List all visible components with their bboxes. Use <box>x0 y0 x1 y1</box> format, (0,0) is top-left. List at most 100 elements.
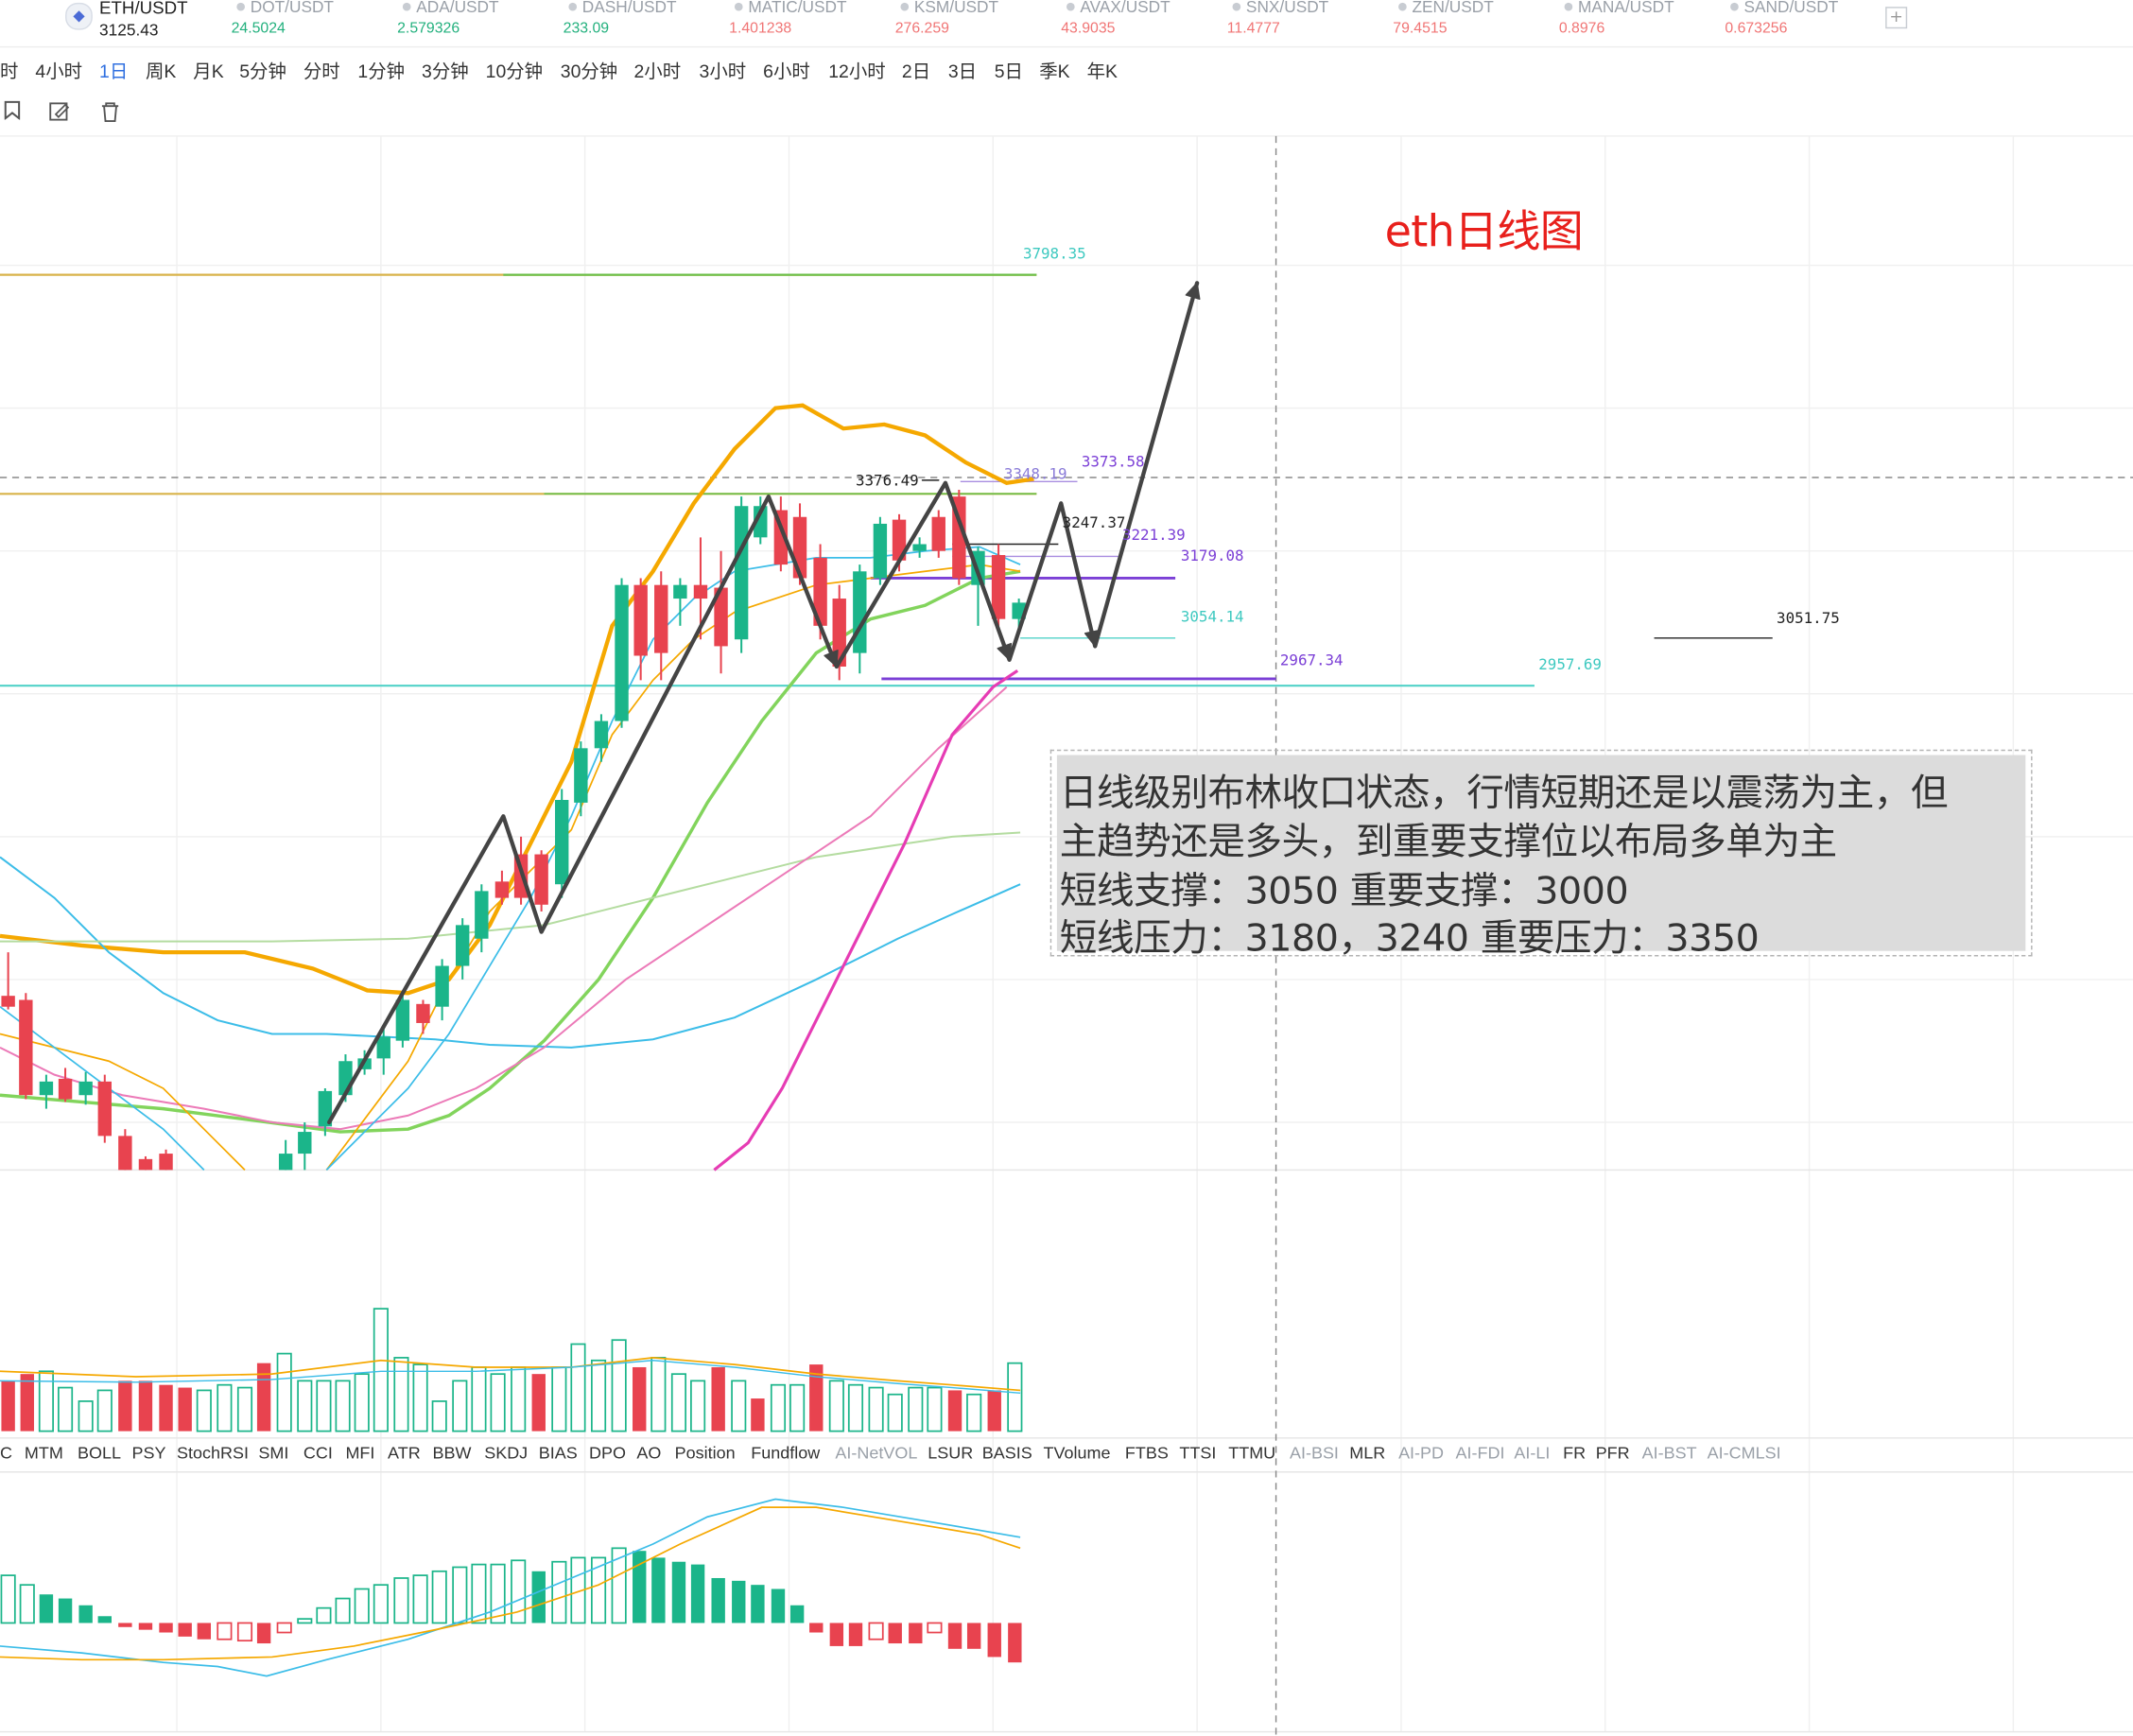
ticker-item[interactable]: SNX/USDT 11.4777 <box>1227 0 1388 46</box>
timeframe-tab[interactable]: 年K <box>1086 61 1118 82</box>
coin-icon <box>1564 2 1573 11</box>
indicator-tab[interactable]: FR <box>1563 1443 1587 1463</box>
timeframe-tab[interactable]: 10分钟 <box>485 61 544 82</box>
indicator-tab[interactable]: LSUR <box>928 1443 974 1463</box>
timeframe-tab[interactable]: 分时 <box>303 61 340 82</box>
ticker-item[interactable]: MANA/USDT 0.8976 <box>1559 0 1720 46</box>
candle-body <box>298 1132 312 1154</box>
indicator-tab[interactable]: BBW <box>432 1443 472 1463</box>
price-level-label: 3247.37 <box>1062 513 1126 532</box>
indicator-tab[interactable]: MLR <box>1349 1443 1386 1463</box>
indicator-tab[interactable]: TTSI <box>1179 1443 1217 1463</box>
indicator-tab[interactable]: C <box>0 1443 12 1463</box>
indicator-tab[interactable]: AI-BSI <box>1289 1443 1339 1463</box>
timeframe-tab[interactable]: 2小时 <box>633 61 682 82</box>
indicator-tab[interactable]: ATR <box>388 1443 421 1463</box>
price-level-label: 3051.75 <box>1777 609 1840 628</box>
timeframe-tab[interactable]: 12小时 <box>828 61 886 82</box>
timeframe-tab[interactable]: 5日 <box>994 61 1023 82</box>
indicator-tab[interactable]: BASIS <box>981 1443 1032 1463</box>
coin-icon <box>1232 2 1241 11</box>
timeframe-tab[interactable]: 季K <box>1039 61 1070 82</box>
indicator-tab[interactable]: CCI <box>303 1443 333 1463</box>
timeframe-tab[interactable]: 2日 <box>901 61 931 82</box>
timeframe-tab[interactable]: 4小时 <box>35 61 83 82</box>
volume-bar <box>412 1363 428 1432</box>
ticker-item[interactable]: SAND/USDT 0.673256 <box>1725 0 1885 46</box>
indicator-tab[interactable]: AI-PD <box>1398 1443 1445 1463</box>
volume-bar <box>452 1380 468 1432</box>
ticker-item[interactable]: AVAX/USDT 43.9035 <box>1061 0 1222 46</box>
ticker-price: 0.673256 <box>1725 20 1788 37</box>
indicator-tab[interactable]: AI-LI <box>1514 1443 1551 1463</box>
timeframe-tab[interactable]: 5分钟 <box>239 61 286 82</box>
add-ticker-button[interactable]: + <box>1885 7 1908 29</box>
price-level-label: 3221.39 <box>1121 526 1186 545</box>
ticker-item[interactable]: KSM/USDT 276.259 <box>895 0 1056 46</box>
ticker-item[interactable]: DOT/USDT 24.5024 <box>232 0 392 46</box>
macd-histogram-bar <box>0 1574 16 1624</box>
ticker-item[interactable]: ZEN/USDT 79.4515 <box>1393 0 1553 46</box>
indicator-tab[interactable]: SKDJ <box>484 1443 529 1463</box>
candle-body <box>416 1003 430 1023</box>
timeframe-tab[interactable]: 时 <box>0 61 19 82</box>
macd-histogram-bar <box>789 1605 805 1623</box>
indicator-tab[interactable]: TTMU <box>1228 1443 1276 1463</box>
price-level-label: 3348.19 <box>1003 465 1067 483</box>
ticker-item[interactable]: ADA/USDT 2.579326 <box>397 0 558 46</box>
volume-bar <box>987 1390 1001 1432</box>
indicator-tab[interactable]: DPO <box>588 1443 626 1463</box>
indicator-tab[interactable]: FTBS <box>1124 1443 1169 1463</box>
indicator-tab[interactable]: PSY <box>131 1443 166 1463</box>
timeframe-tab[interactable]: 3日 <box>947 61 978 82</box>
macd-histogram-bar <box>651 1557 666 1623</box>
indicator-tab[interactable]: AI-FDI <box>1455 1443 1505 1463</box>
timeframe-tab[interactable]: 1分钟 <box>357 61 406 82</box>
ticker-main[interactable]: ◆ ETH/USDT 3125.43 <box>55 0 218 46</box>
trash-icon[interactable] <box>98 100 123 125</box>
indicator-tab[interactable]: AI-BST <box>1641 1443 1697 1463</box>
candle-body <box>673 584 687 599</box>
note-line-3: 短线支撑：3050 重要支撑：3000 <box>1059 869 1629 913</box>
indicator-tab[interactable]: Fundflow <box>751 1443 821 1463</box>
volume-bar <box>58 1386 74 1432</box>
indicator-tab[interactable]: AO <box>636 1443 662 1463</box>
timeframe-tab[interactable]: 1日 <box>99 61 129 82</box>
timeframe-tab[interactable]: 6小时 <box>763 61 810 82</box>
indicator-tab[interactable]: BIAS <box>538 1443 578 1463</box>
volume-bar <box>531 1374 546 1432</box>
candle-body <box>574 748 588 803</box>
indicator-tab[interactable]: MTM <box>24 1443 63 1463</box>
ticker-item[interactable]: DASH/USDT 233.09 <box>564 0 724 46</box>
indicator-tab[interactable]: StochRSI <box>177 1443 250 1463</box>
indicator-tab[interactable]: AI-NetVOL <box>835 1443 918 1463</box>
macd-histogram-bar <box>471 1563 487 1624</box>
ticker-item[interactable]: MATIC/USDT 1.401238 <box>729 0 890 46</box>
indicator-tab[interactable]: BOLL <box>78 1443 122 1463</box>
coin-icon <box>734 2 743 11</box>
macd-histogram-bar <box>39 1594 54 1623</box>
indicator-tab[interactable]: PFR <box>1595 1443 1630 1463</box>
candle-body <box>813 557 827 626</box>
edit-icon[interactable] <box>47 100 72 125</box>
timeframe-tab[interactable]: 30分钟 <box>560 61 618 82</box>
indicator-tab[interactable]: Position <box>674 1443 736 1463</box>
indicator-tab[interactable]: TVolume <box>1043 1443 1111 1463</box>
volume-bar <box>159 1384 173 1432</box>
timeframe-tab[interactable]: 3小时 <box>699 61 747 82</box>
indicator-tab[interactable]: MFI <box>345 1443 375 1463</box>
timeframe-tab[interactable]: 月K <box>193 61 224 82</box>
candle-body <box>376 1036 390 1059</box>
volume-bar <box>217 1383 233 1432</box>
candle-body <box>853 571 867 653</box>
timeframe-tab[interactable]: 3分钟 <box>422 61 469 82</box>
indicator-tab[interactable]: AI-CMLSI <box>1707 1443 1781 1463</box>
volume-bar <box>633 1366 647 1432</box>
candle-body <box>118 1136 132 1171</box>
indicator-tab[interactable]: SMI <box>258 1443 289 1463</box>
macd-histogram-bar <box>732 1580 746 1623</box>
bookmark-icon[interactable] <box>0 100 25 125</box>
timeframe-tab[interactable]: 周K <box>145 61 177 82</box>
ticker-price: 24.5024 <box>231 20 286 37</box>
